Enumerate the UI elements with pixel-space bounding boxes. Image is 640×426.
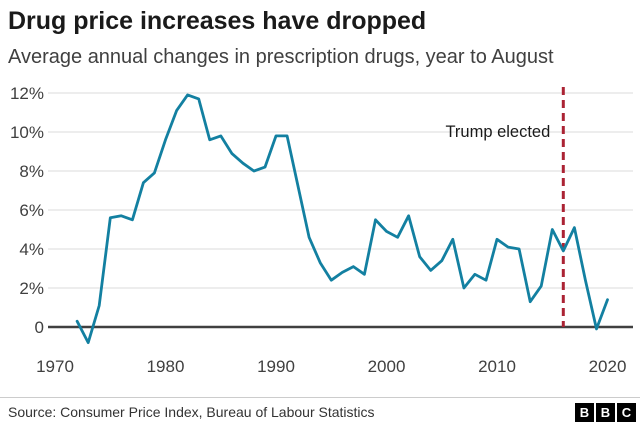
y-axis-tick-label: 12% bbox=[10, 84, 44, 103]
annotation-label: Trump elected bbox=[445, 123, 550, 141]
bbc-logo-letter: B bbox=[575, 402, 594, 422]
chart-subtitle: Average annual changes in prescription d… bbox=[8, 46, 554, 68]
chart-footer: Source: Consumer Price Index, Bureau of … bbox=[0, 398, 640, 426]
source-text: Source: Consumer Price Index, Bureau of … bbox=[8, 404, 375, 420]
y-axis-tick-label: 10% bbox=[10, 123, 44, 142]
footer-divider bbox=[0, 397, 640, 398]
x-axis-tick-label: 1980 bbox=[147, 357, 185, 376]
y-axis-tick-label: 4% bbox=[19, 240, 44, 259]
x-axis-tick-label: 2020 bbox=[589, 357, 627, 376]
y-axis-tick-label: 6% bbox=[19, 201, 44, 220]
bbc-logo-letter: B bbox=[596, 402, 615, 422]
data-line bbox=[75, 93, 609, 345]
chart-title: Drug price increases have dropped bbox=[8, 7, 427, 35]
x-axis-tick-label: 2010 bbox=[478, 357, 516, 376]
bbc-logo-letter: C bbox=[617, 402, 636, 422]
line-chart-svg: 0 2% 4% 6% 8% 10% 12% 1970 1980 1990 2000 2010 2020 T… bbox=[10, 84, 633, 376]
x-axis-tick-label: 1970 bbox=[36, 357, 74, 376]
line-chart: 0 2% 4% 6% 8% 10% 12% 1970 1980 1990 2000 2010 2020 T… bbox=[0, 80, 640, 380]
y-axis-tick-label: 8% bbox=[19, 162, 44, 181]
x-axis-tick-label: 2000 bbox=[368, 357, 406, 376]
y-axis-tick-label: 0 bbox=[35, 318, 44, 337]
chart-header: Drug price increases have dropped Averag… bbox=[0, 0, 640, 69]
y-axis-tick-label: 2% bbox=[19, 279, 44, 298]
x-axis-tick-label: 1990 bbox=[257, 357, 295, 376]
